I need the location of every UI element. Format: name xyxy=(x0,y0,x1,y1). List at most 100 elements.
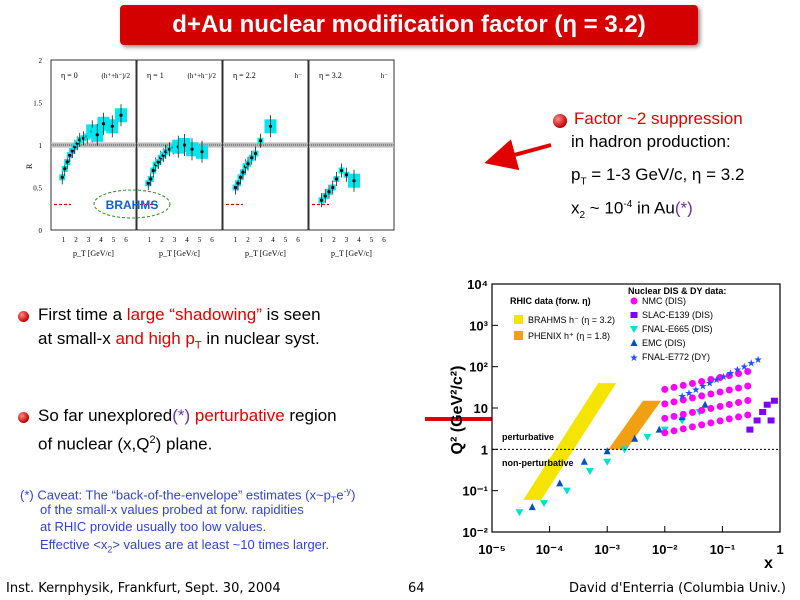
emc-point xyxy=(528,503,536,511)
legend-phenix-swatch xyxy=(514,331,523,340)
rdau-point xyxy=(319,198,324,202)
e665-point xyxy=(515,509,524,517)
nmc-point xyxy=(744,396,752,404)
nmc-point xyxy=(716,388,724,396)
rdau-panel-eta: η = 3.2 xyxy=(319,71,342,80)
e772-point: ★ xyxy=(678,392,687,403)
e665-point xyxy=(540,500,549,508)
rdau-panel-eta: η = 0 xyxy=(61,71,78,80)
rdau-point xyxy=(119,113,123,117)
nmc-point xyxy=(698,392,706,400)
slac-point xyxy=(770,397,778,404)
rdau-point xyxy=(250,156,254,160)
rhic-legend: RHIC data (forw. η) BRAHMS h⁻ (η = 3.2) … xyxy=(510,296,615,341)
b1-d: at small-x xyxy=(38,329,116,348)
rdau-point xyxy=(70,149,74,153)
nmc-point xyxy=(698,377,706,385)
bullet-1-line1: First time a large “shadowing” is seen xyxy=(38,303,321,327)
emc-point xyxy=(630,339,638,346)
e665-point xyxy=(562,487,571,495)
emc-point xyxy=(603,447,611,455)
nuclear-legend: Nuclear DIS & DY data: NMC (DIS) SLAC-E13… xyxy=(628,286,726,364)
callout-x-sub: 2 xyxy=(579,210,586,222)
xq2-chart: Q² (GeV²/c²) x 10⁻⁵ 10⁻⁴ 10⁻³ 10⁻² 10⁻¹ 1 10⁻²… xyxy=(449,277,784,572)
nmc-point xyxy=(688,394,696,402)
e772-point: ★ xyxy=(754,355,763,366)
rdau-xtick: 3 xyxy=(173,236,177,244)
e665-point xyxy=(603,458,612,466)
rdau-point xyxy=(323,194,327,198)
caveat-line1: (*) Caveat: The “back-of-the-envelope” e… xyxy=(20,483,355,508)
e772-point: ★ xyxy=(685,388,694,399)
rdau-point xyxy=(68,153,72,157)
e665-point xyxy=(643,433,652,441)
rdau-ytick: 0.5 xyxy=(33,185,42,193)
rhic-band xyxy=(523,383,617,500)
e665-point xyxy=(585,467,594,475)
xq2-xtick-label: 10⁻³ xyxy=(594,542,620,557)
region-perturbative: perturbative xyxy=(502,432,554,442)
slac-point xyxy=(630,312,638,318)
rdau-point xyxy=(331,185,335,190)
xq2-ytick-label: 1 xyxy=(481,442,488,457)
title-bar: d+Au nuclear modification factor (η = 3.… xyxy=(120,5,698,45)
b1-a: First time a xyxy=(38,305,127,324)
nmc-point xyxy=(707,375,715,383)
rdau-xtick: 3 xyxy=(87,236,91,244)
nmc-point xyxy=(707,419,715,427)
emc-point xyxy=(580,457,588,465)
callout-x: x xyxy=(571,198,580,218)
nmc-point xyxy=(670,398,678,406)
bullet-2-line2: of nuclear (x,Q2) plane. xyxy=(38,428,212,457)
cv-b: T xyxy=(330,494,337,505)
xq2-ytick-label: 10 xyxy=(474,401,488,416)
rdau-point xyxy=(236,181,240,185)
nmc-point xyxy=(670,427,678,435)
xq2-ylabel: Q² (GeV²/c²) xyxy=(449,366,466,455)
nmc-point xyxy=(735,370,743,378)
rdau-point xyxy=(253,151,258,156)
b1-f: T xyxy=(194,339,202,352)
rdau-point xyxy=(327,190,331,194)
rdau-point xyxy=(241,170,245,174)
b2-f: 2 xyxy=(149,434,156,446)
region-nonperturbative: non-perturbative xyxy=(502,458,574,468)
nmc-point xyxy=(725,415,733,423)
nuclear-legend-label: EMC (DIS) xyxy=(642,338,686,348)
rdau-y-ticks: 0 0.5 1 1.5 2 xyxy=(33,57,42,235)
brahms-logo-text: BRAHMS xyxy=(106,198,159,212)
footer-right: David d'Enterria (Columbia Univ.) xyxy=(568,581,786,596)
nmc-point xyxy=(661,385,669,393)
rdau-xtick: 6 xyxy=(296,236,300,244)
nuclear-legend-label: NMC (DIS) xyxy=(642,296,686,306)
nmc-point xyxy=(725,400,733,408)
rdau-ytick: 0 xyxy=(39,227,43,235)
nmc-point xyxy=(688,408,696,416)
nuclear-legend-title: Nuclear DIS & DY data: xyxy=(628,286,726,296)
rdau-point xyxy=(110,124,114,128)
rdau-point xyxy=(190,147,194,151)
rhic-band xyxy=(608,400,662,450)
rdau-point xyxy=(200,150,204,154)
nmc-point xyxy=(716,373,724,381)
rdau-point xyxy=(352,179,356,183)
rdau-point xyxy=(344,173,349,177)
rdau-xtick: 4 xyxy=(357,236,361,244)
rdau-panel: η = 3.2 h⁻ 1 2 3 4 5 6 p_T [GeV/c] xyxy=(308,59,395,258)
rdau-point xyxy=(151,168,155,173)
nuclear-legend-label: FNAL-E665 (DIS) xyxy=(642,324,713,334)
slac-point xyxy=(763,401,771,408)
e772-point: ★ xyxy=(712,375,721,386)
rdau-point xyxy=(246,162,250,166)
xq2-points: ★★★★★★★★★★★★ xyxy=(515,355,778,517)
callout-pt: p xyxy=(571,165,581,184)
rdau-point xyxy=(149,177,153,181)
nmc-point xyxy=(688,379,696,387)
rdau-point xyxy=(238,175,243,179)
xq2-xtick-label: 10⁻² xyxy=(652,542,678,557)
rdau-xtick: 5 xyxy=(112,236,116,244)
e772-point: ★ xyxy=(630,353,639,364)
emc-point xyxy=(556,479,564,487)
b2-e: of nuclear (x,Q xyxy=(38,434,150,454)
rdau-panel-eta: η = 1 xyxy=(147,71,164,80)
